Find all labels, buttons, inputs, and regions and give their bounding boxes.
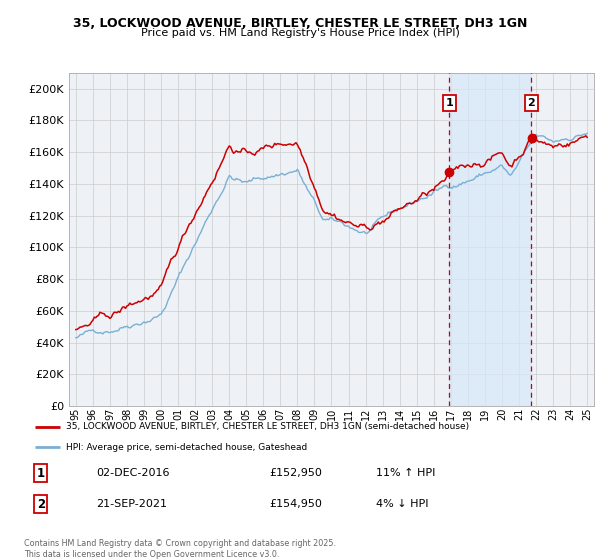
Text: 21-SEP-2021: 21-SEP-2021	[97, 500, 167, 509]
Text: £154,950: £154,950	[269, 500, 322, 509]
Text: £152,950: £152,950	[269, 468, 322, 478]
Text: 1: 1	[37, 467, 45, 480]
Text: 35, LOCKWOOD AVENUE, BIRTLEY, CHESTER LE STREET, DH3 1GN (semi-detached house): 35, LOCKWOOD AVENUE, BIRTLEY, CHESTER LE…	[66, 422, 469, 432]
Text: 11% ↑ HPI: 11% ↑ HPI	[376, 468, 435, 478]
Bar	[449, 73, 531, 406]
Text: HPI: Average price, semi-detached house, Gateshead: HPI: Average price, semi-detached house,…	[66, 442, 307, 452]
Text: 1: 1	[446, 98, 454, 108]
Text: Price paid vs. HM Land Registry's House Price Index (HPI): Price paid vs. HM Land Registry's House …	[140, 28, 460, 38]
Text: 2: 2	[37, 498, 45, 511]
Text: 35, LOCKWOOD AVENUE, BIRTLEY, CHESTER LE STREET, DH3 1GN: 35, LOCKWOOD AVENUE, BIRTLEY, CHESTER LE…	[73, 17, 527, 30]
Text: 4% ↓ HPI: 4% ↓ HPI	[376, 500, 428, 509]
Text: 2: 2	[527, 98, 535, 108]
Text: Contains HM Land Registry data © Crown copyright and database right 2025.
This d: Contains HM Land Registry data © Crown c…	[24, 539, 336, 559]
Text: 02-DEC-2016: 02-DEC-2016	[97, 468, 170, 478]
